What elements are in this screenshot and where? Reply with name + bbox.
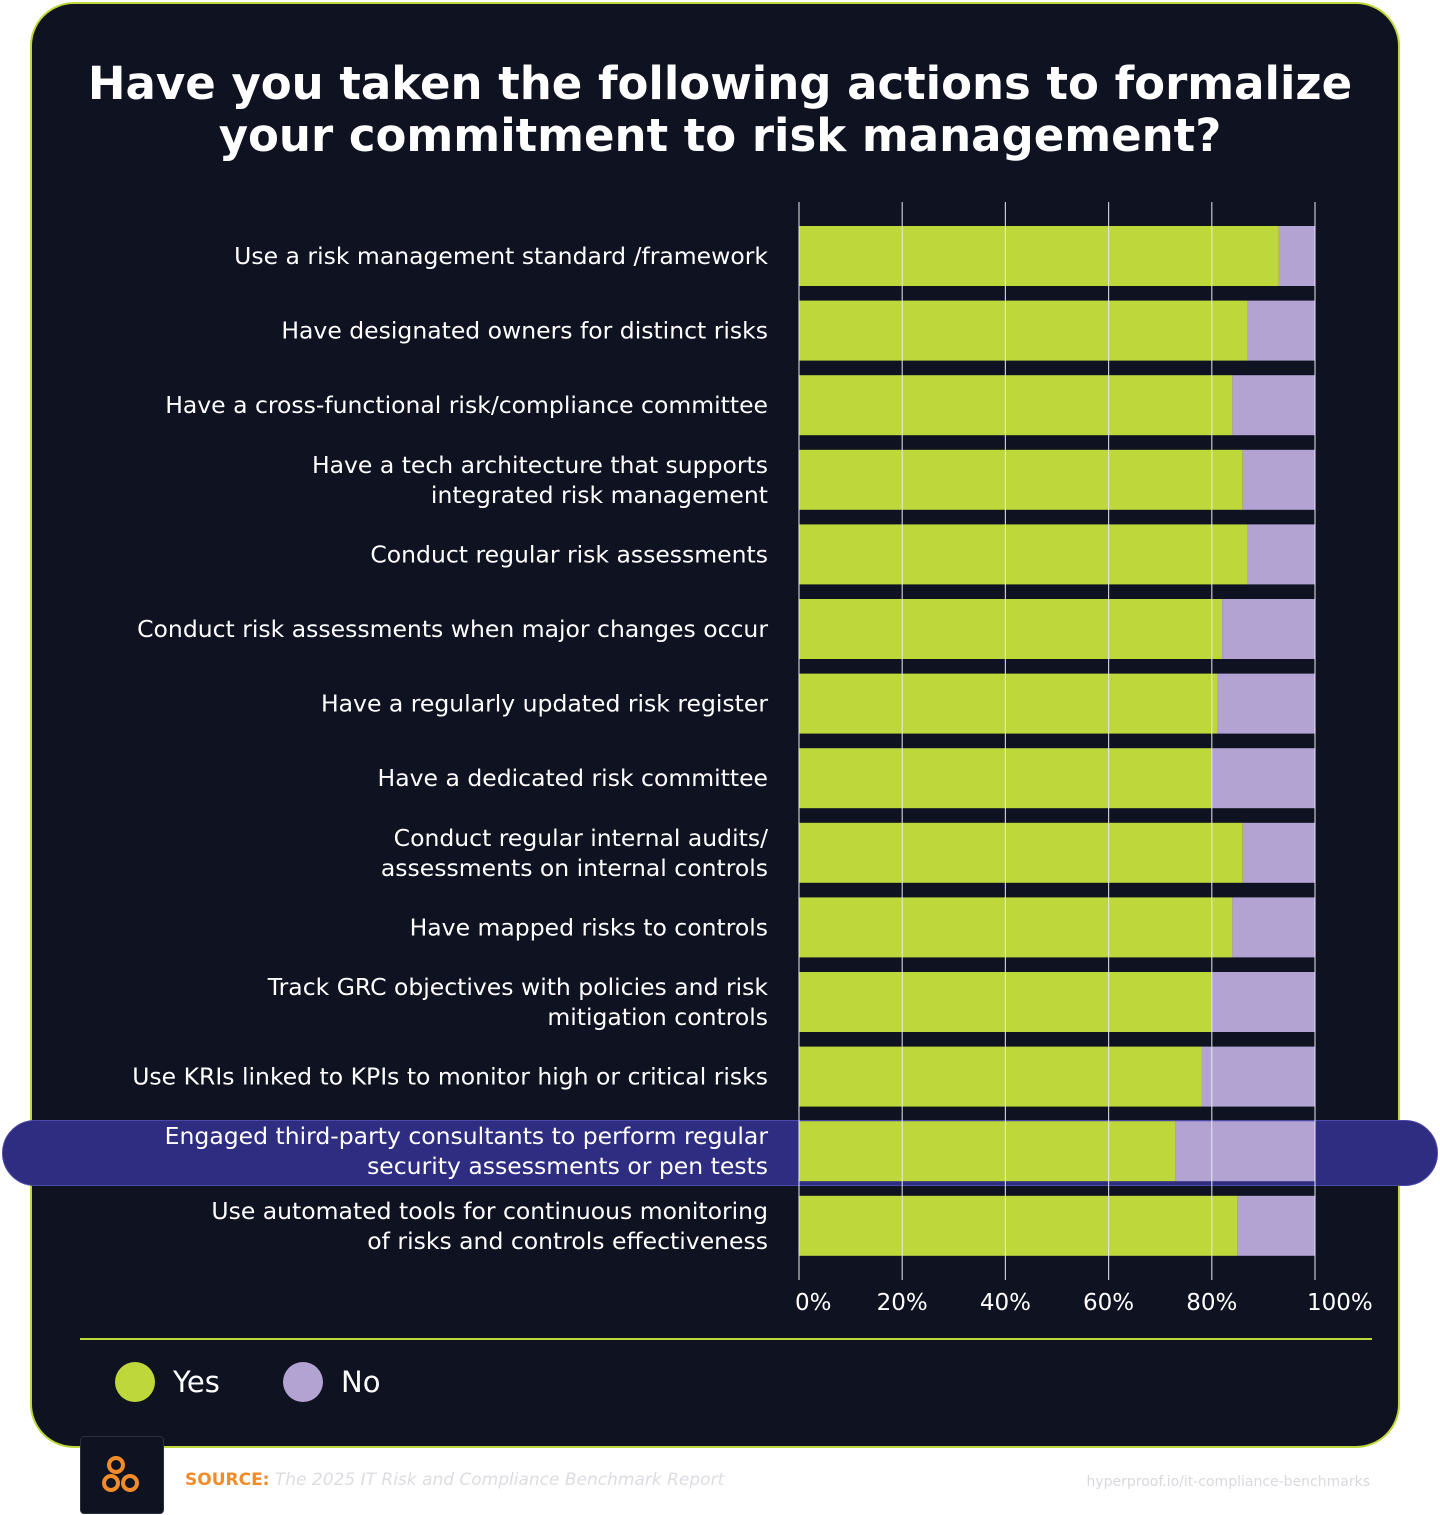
category-label: Use automated tools for continuous monit…: [211, 1197, 768, 1255]
logo: [80, 1436, 164, 1514]
bar-segment-yes: [799, 300, 1248, 361]
bar-segment-no: [1278, 226, 1315, 286]
bar-segment-yes: [799, 1046, 1202, 1107]
bar-segment-no: [1242, 449, 1315, 510]
chart-title: Have you taken the following actions to …: [0, 58, 1440, 162]
bar-segment-yes: [799, 1121, 1176, 1182]
category-label: Track GRC objectives with policies and r…: [267, 973, 769, 1031]
x-tick-label: 40%: [980, 1290, 1031, 1316]
category-label: Conduct risk assessments when major chan…: [137, 615, 768, 643]
legend-swatch-yes: [115, 1362, 155, 1402]
legend-label-yes: Yes: [173, 1365, 220, 1399]
legend-item-yes: Yes: [115, 1362, 220, 1402]
bar-segment-no: [1211, 972, 1315, 1032]
category-label: Use KRIs linked to KPIs to monitor high …: [132, 1063, 768, 1091]
source-label: SOURCE:: [185, 1470, 270, 1490]
bar-segment-no: [1201, 1046, 1315, 1107]
x-tick-label: 80%: [1186, 1290, 1237, 1316]
legend-item-no: No: [283, 1362, 380, 1402]
bar-segment-no: [1237, 1195, 1315, 1256]
source-credit: SOURCE: The 2025 IT Risk and Compliance …: [185, 1470, 724, 1490]
category-label: Have designated owners for distinct risk…: [281, 317, 768, 345]
bar-segment-no: [1175, 1121, 1315, 1182]
legend-label-no: No: [341, 1365, 381, 1399]
bar-segment-yes: [799, 822, 1243, 883]
bar-segment-no: [1247, 300, 1315, 361]
bar-segment-no: [1232, 375, 1315, 436]
bar-segment-yes: [799, 1195, 1238, 1256]
source-text: The 2025 IT Risk and Compliance Benchmar…: [274, 1470, 725, 1490]
category-label: Have mapped risks to controls: [410, 913, 768, 941]
legend-divider: [80, 1338, 1372, 1340]
x-tick-label: 20%: [877, 1290, 928, 1316]
legend-swatch-no: [283, 1362, 323, 1402]
chart-title-line: your commitment to risk management?: [218, 109, 1222, 162]
category-label: Use a risk management standard /framewor…: [234, 242, 768, 270]
bar-segment-yes: [799, 226, 1279, 286]
category-label: Have a cross-functional risk/compliance …: [165, 391, 768, 419]
bar-segment-no: [1217, 673, 1315, 734]
x-tick-label: 100%: [1307, 1290, 1373, 1316]
bar-segment-yes: [799, 599, 1223, 659]
bar-segment-yes: [799, 673, 1217, 734]
bar-segment-no: [1211, 748, 1315, 809]
bar-segment-yes: [799, 375, 1233, 436]
category-label: Have a tech architecture that supports in…: [312, 451, 768, 509]
chart-title-line: Have you taken the following actions to …: [87, 57, 1353, 110]
category-label: Have a regularly updated risk register: [321, 690, 768, 718]
x-tick-label: 60%: [1083, 1290, 1134, 1316]
x-tick-label: 0%: [795, 1290, 832, 1316]
category-label: Have a dedicated risk committee: [378, 764, 768, 792]
bar-segment-yes: [799, 897, 1233, 958]
bar-chart: Use a risk management standard /framewor…: [132, 202, 1373, 1316]
category-label: Conduct regular risk assessments: [370, 540, 768, 568]
bar-segment-no: [1232, 897, 1315, 958]
category-label: Engaged third-party consultants to perfo…: [165, 1122, 769, 1180]
three-circles-logo-icon: [102, 1456, 139, 1492]
category-label: Conduct regular internal audits/assessme…: [381, 824, 768, 882]
source-url: hyperproof.io/it-compliance-benchmarks: [1086, 1474, 1370, 1490]
bar-segment-no: [1242, 822, 1315, 883]
bar-segment-no: [1222, 599, 1315, 659]
bar-segment-no: [1247, 524, 1315, 585]
bar-segment-yes: [799, 449, 1243, 510]
bar-segment-yes: [799, 524, 1248, 585]
